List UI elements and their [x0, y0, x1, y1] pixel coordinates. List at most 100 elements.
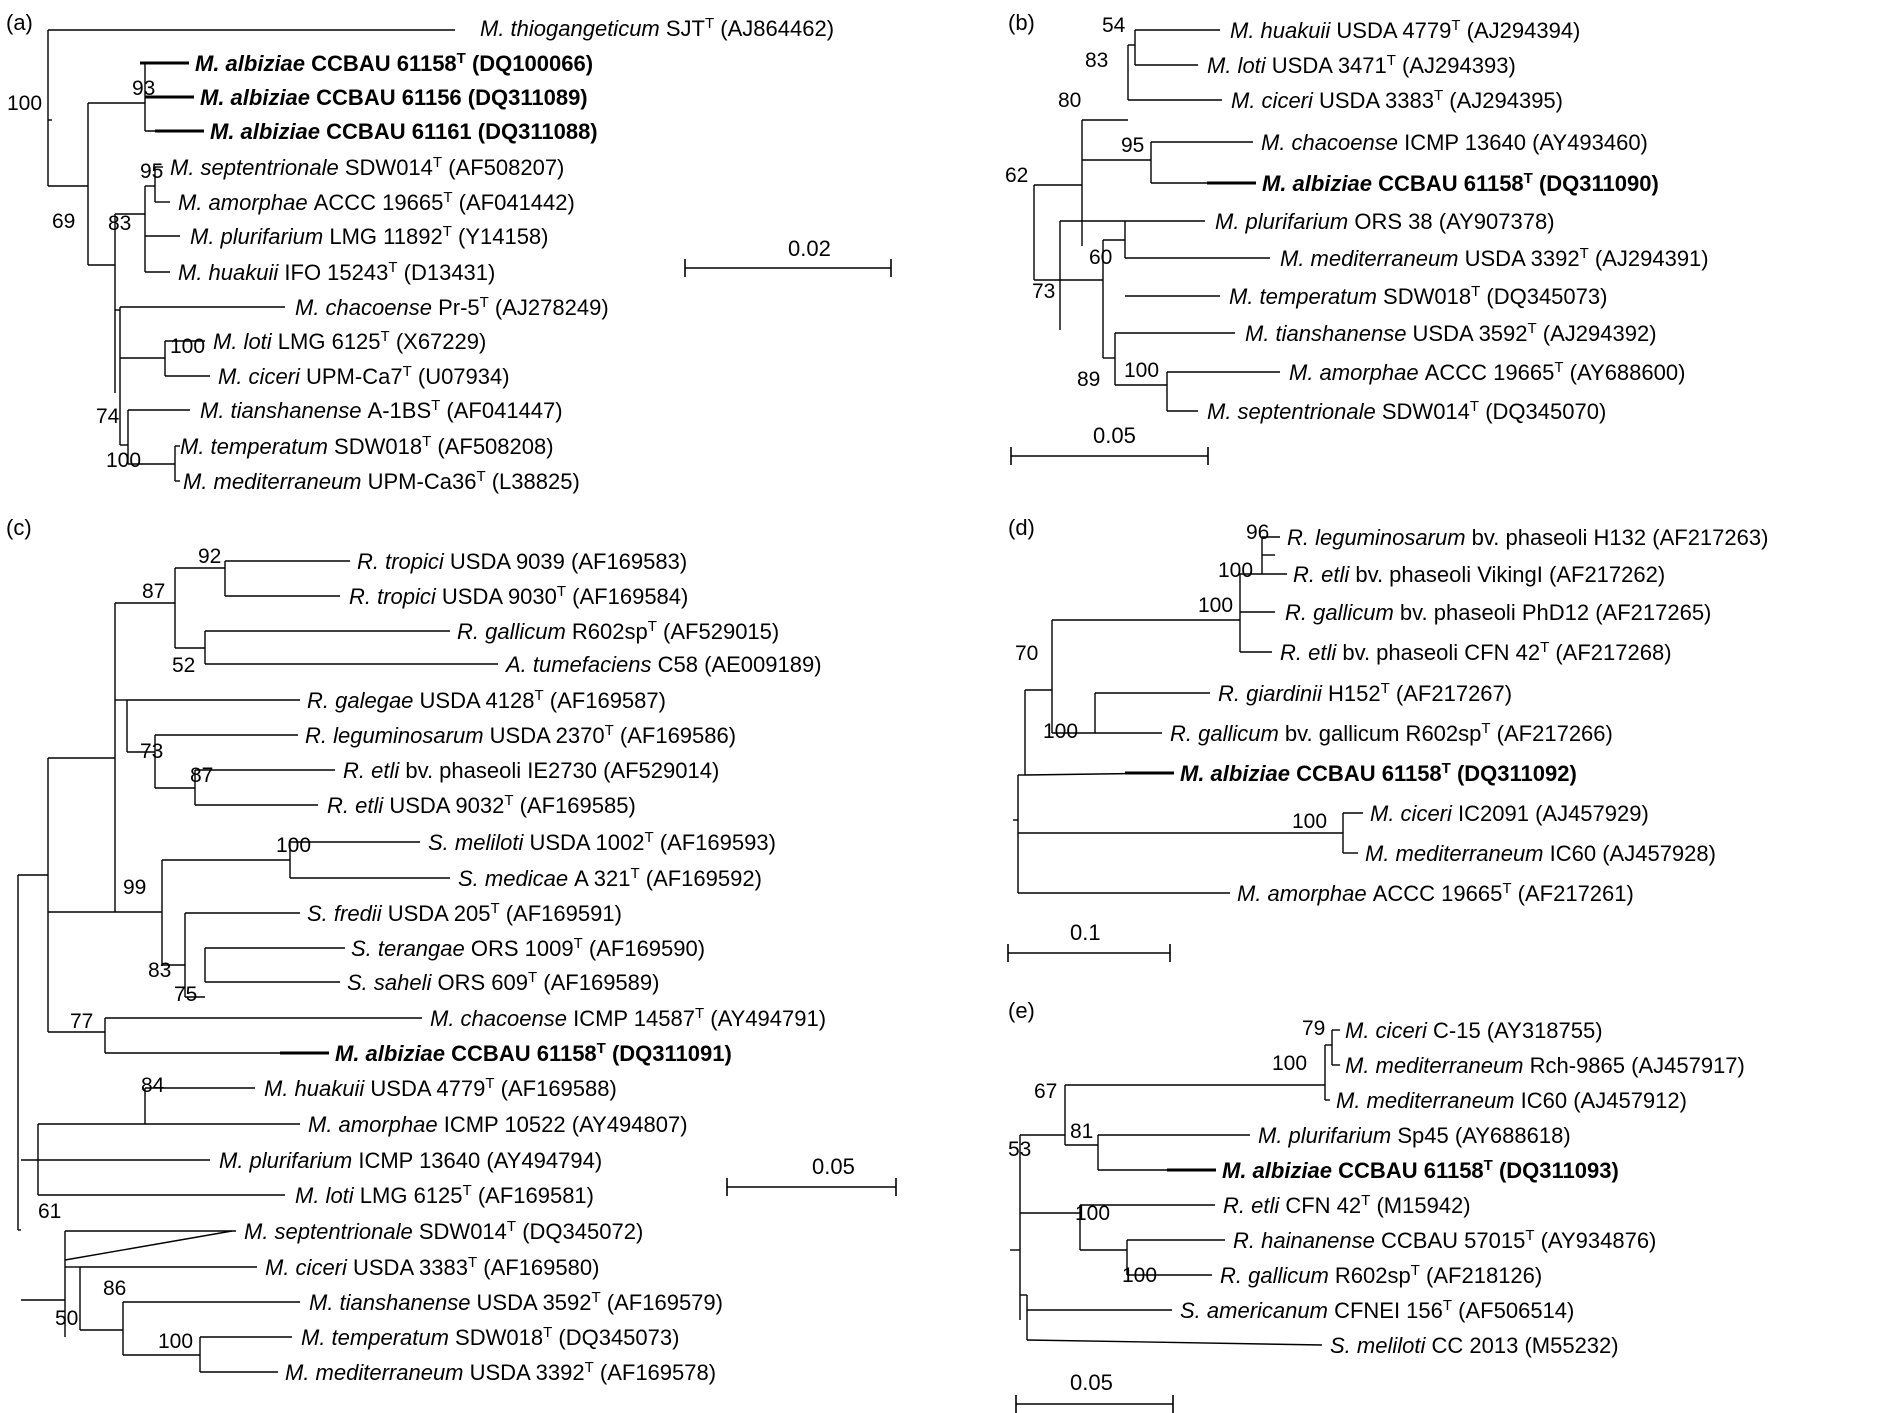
taxon-strain: A-1BS: [368, 398, 432, 423]
bootstrap-value: 100: [1218, 559, 1253, 582]
taxon-label: M. amorphae ACCC 19665T (AF041442): [178, 189, 575, 216]
accession-number: (X67229): [390, 329, 487, 354]
taxon-strain: Sp45: [1397, 1123, 1448, 1148]
type-strain-mark: T: [431, 397, 440, 414]
taxon-label: M. mediterraneum USDA 3392T (AJ294391): [1280, 245, 1709, 272]
type-strain-mark: T: [1361, 1192, 1370, 1209]
taxon-label: R. etli CFN 42T (M15942): [1223, 1192, 1471, 1219]
accession-number: (AF218126): [1420, 1263, 1542, 1288]
taxon-strain: R602sp: [572, 619, 648, 644]
taxon-strain: LMG 6125: [360, 1183, 463, 1208]
accession-number: (Y14158): [452, 224, 549, 249]
taxon-species: M. tianshanense: [200, 398, 368, 423]
accession-number: (U07934): [412, 364, 510, 389]
taxon-label: M. huakuii IFO 15243T (D13431): [178, 259, 495, 286]
taxon-strain: CFNEI 156: [1334, 1298, 1443, 1323]
taxon-strain: USDA 9039: [450, 549, 565, 574]
bootstrap-value: 99: [123, 876, 146, 899]
taxon-species: S. saheli: [347, 970, 438, 995]
accession-number: (AJ457929): [1529, 801, 1649, 826]
taxon-label: R. tropici USDA 9030T (AF169584): [349, 583, 688, 610]
taxon-label: M. albiziae CCBAU 61158T (DQ311093): [1222, 1157, 1619, 1184]
taxon-strain: USDA 3392: [1465, 246, 1580, 271]
type-strain-mark: T: [648, 618, 657, 635]
panel-label: (b): [1008, 10, 1035, 35]
taxon-species: M. amorphae: [178, 190, 314, 215]
accession-number: (AF169584): [566, 584, 688, 609]
type-strain-mark: T: [535, 687, 544, 704]
accession-number: (AF169586): [614, 723, 736, 748]
taxon-strain: USDA 3592: [477, 1290, 592, 1315]
taxon-label: R. tropici USDA 9039 (AF169583): [357, 549, 687, 574]
bootstrap-value: 70: [1015, 642, 1038, 665]
taxon-species: R. gallicum: [1285, 600, 1400, 625]
bootstrap-value: 95: [1121, 134, 1144, 157]
panel-label: (d): [1008, 515, 1035, 540]
accession-number: (AY934876): [1534, 1228, 1656, 1253]
tree-branch: [64, 1230, 233, 1261]
type-strain-mark: T: [1471, 283, 1480, 300]
taxon-species: M. mediterraneum: [1336, 1088, 1521, 1113]
taxon-strain: SDW018: [334, 434, 422, 459]
taxon-strain: ACCC 19665: [1373, 881, 1503, 906]
bootstrap-value: 100: [1043, 720, 1078, 743]
type-strain-mark: T: [1580, 245, 1589, 262]
taxon-species: M. temperatum: [301, 1325, 455, 1350]
accession-number: (AY688600): [1564, 360, 1686, 385]
taxon-species: R. tropici: [357, 549, 450, 574]
taxon-label: S. fredii USDA 205T (AF169591): [307, 900, 622, 927]
taxon-strain: USDA 9032: [389, 793, 504, 818]
taxon-label: M. chacoense ICMP 13640 (AY493460): [1261, 130, 1648, 155]
accession-number: (AF169578): [594, 1360, 716, 1385]
taxon-label: M. plurifarium Sp45 (AY688618): [1258, 1123, 1571, 1148]
bootstrap-value: 100: [158, 1330, 193, 1353]
taxon-species: M. ciceri: [1345, 1018, 1433, 1043]
scale-bar-label: 0.02: [788, 236, 831, 261]
taxon-label: M. albiziae CCBAU 61158T (DQ100066): [195, 50, 593, 77]
taxon-label: R. galegae USDA 4128T (AF169587): [307, 687, 666, 714]
type-strain-mark: T: [422, 433, 431, 450]
taxon-label: M. tianshanense USDA 3592T (AJ294392): [1245, 320, 1657, 347]
taxon-label: M. albiziae CCBAU 61161 (DQ311088): [210, 119, 598, 144]
bootstrap-value: 61: [38, 1200, 61, 1223]
bootstrap-value: 69: [52, 210, 75, 233]
taxon-species: A. tumefaciens: [504, 652, 658, 677]
taxon-label: R. gallicum R602spT (AF529015): [457, 618, 779, 645]
accession-number: (AF169588): [495, 1076, 617, 1101]
taxon-strain: UPM-Ca7: [306, 364, 403, 389]
taxon-species: M. mediterraneum: [1365, 841, 1550, 866]
type-strain-mark: T: [592, 1289, 601, 1306]
accession-number: (AJ294392): [1537, 321, 1657, 346]
accession-number: (AF217262): [1543, 562, 1665, 587]
taxon-strain: CCBAU 61158: [451, 1041, 597, 1066]
taxon-species: M. temperatum: [1229, 284, 1383, 309]
bootstrap-value: 86: [103, 1277, 126, 1300]
accession-number: (M55232): [1518, 1333, 1618, 1358]
type-strain-mark: T: [381, 328, 390, 345]
accession-number: (AF169592): [640, 866, 762, 891]
taxon-strain: USDA 2370: [490, 723, 605, 748]
taxon-label: M. amorphae ACCC 19665T (AF217261): [1237, 880, 1634, 907]
taxon-species: M. loti: [1207, 53, 1272, 78]
type-strain-mark: T: [433, 154, 442, 171]
taxon-strain: CCBAU 61158: [1338, 1158, 1484, 1183]
bootstrap-value: 54: [1102, 14, 1126, 37]
bootstrap-value: 67: [1034, 1080, 1057, 1103]
taxon-species: M. mediterraneum: [183, 469, 368, 494]
type-strain-mark: T: [1525, 1227, 1534, 1244]
type-strain-mark: T: [443, 189, 452, 206]
taxon-species: M. ciceri: [265, 1255, 353, 1280]
taxon-species: R. etli: [343, 758, 405, 783]
type-strain-mark: T: [644, 829, 653, 846]
taxon-label: M. ciceri UPM-Ca7T (U07934): [218, 363, 510, 390]
taxon-species: R. tropici: [349, 584, 442, 609]
type-strain-mark: T: [574, 935, 583, 952]
taxon-label: M. plurifarium ICMP 13640 (AY494794): [219, 1148, 602, 1173]
taxon-strain: SDW014: [419, 1219, 507, 1244]
taxon-strain: bv. phaseoli CFN 42: [1342, 640, 1540, 665]
type-strain-mark: T: [457, 50, 466, 67]
accession-number: (AF217266): [1491, 721, 1613, 746]
taxon-species: S. meliloti: [428, 830, 529, 855]
accession-number: (D13431): [398, 260, 496, 285]
panel-label: (c): [6, 515, 32, 540]
